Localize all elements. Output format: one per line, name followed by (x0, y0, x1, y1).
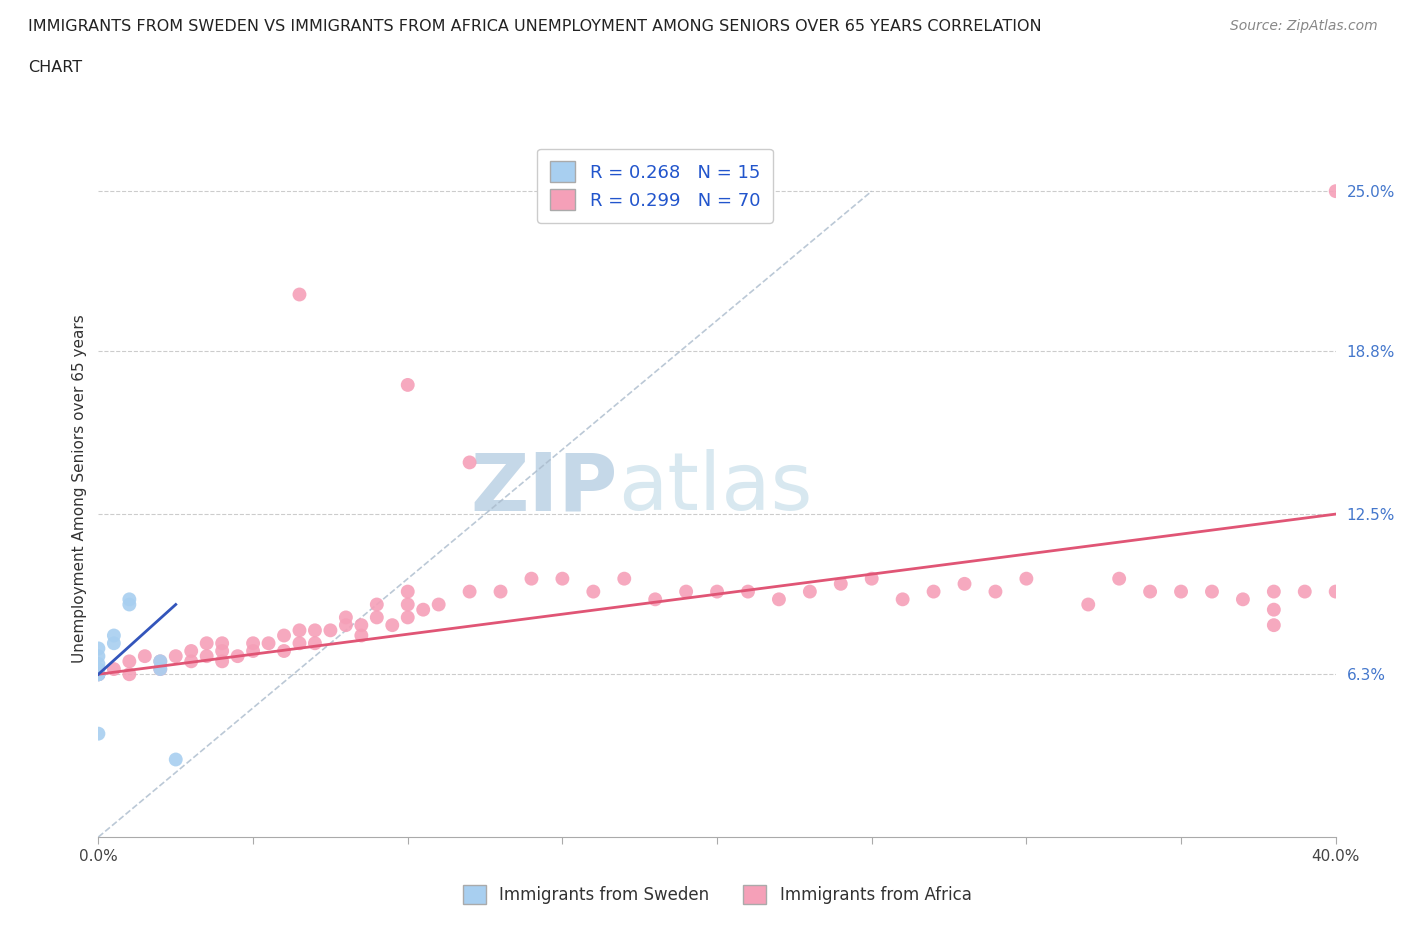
Point (149, 661, 172, 676)
Point (103, 661, 125, 676)
Point (1108, 571, 1130, 586)
Point (396, 584, 419, 599)
Point (87, 641, 110, 656)
Point (350, 618, 373, 632)
Point (381, 618, 404, 632)
Point (242, 636, 264, 651)
Point (953, 577, 976, 591)
Point (149, 654, 172, 669)
Point (118, 654, 141, 669)
Point (891, 591, 914, 606)
Point (165, 752, 187, 767)
Point (103, 628, 125, 643)
Point (134, 649, 156, 664)
Point (273, 628, 295, 643)
Point (1139, 584, 1161, 599)
Point (706, 584, 728, 599)
Point (366, 597, 388, 612)
Point (458, 455, 481, 470)
Point (396, 378, 419, 392)
Text: ZIP: ZIP (471, 449, 619, 527)
Point (319, 623, 342, 638)
Point (350, 628, 373, 643)
Point (489, 584, 512, 599)
Point (830, 577, 852, 591)
Point (582, 584, 605, 599)
Point (195, 636, 218, 651)
Point (922, 584, 945, 599)
Point (87, 657, 110, 671)
Point (118, 597, 141, 612)
Point (180, 644, 202, 658)
Point (87, 667, 110, 682)
Point (458, 584, 481, 599)
Point (118, 591, 141, 606)
Point (1201, 584, 1223, 599)
Text: CHART: CHART (28, 60, 82, 75)
Point (87, 667, 110, 682)
Point (211, 654, 233, 669)
Point (1170, 584, 1192, 599)
Point (195, 649, 218, 664)
Point (87, 667, 110, 682)
Point (118, 667, 141, 682)
Text: atlas: atlas (619, 449, 813, 527)
Point (1294, 584, 1316, 599)
Point (1324, 584, 1347, 599)
Point (1324, 184, 1347, 199)
Point (87, 667, 110, 682)
Point (860, 571, 883, 586)
Point (427, 597, 450, 612)
Point (984, 584, 1007, 599)
Legend: Immigrants from Sweden, Immigrants from Africa: Immigrants from Sweden, Immigrants from … (454, 876, 980, 912)
Point (149, 661, 172, 676)
Point (396, 610, 419, 625)
Point (1263, 618, 1285, 632)
Point (1015, 571, 1038, 586)
Point (257, 636, 280, 651)
Point (87, 726, 110, 741)
Point (211, 644, 233, 658)
Point (1232, 591, 1254, 606)
Text: IMMIGRANTS FROM SWEDEN VS IMMIGRANTS FROM AFRICA UNEMPLOYMENT AMONG SENIORS OVER: IMMIGRANTS FROM SWEDEN VS IMMIGRANTS FRO… (28, 19, 1042, 33)
Point (304, 623, 326, 638)
Point (149, 654, 172, 669)
Point (675, 584, 697, 599)
Point (288, 287, 311, 302)
Point (551, 571, 574, 586)
Point (366, 610, 388, 625)
Point (335, 618, 357, 632)
Point (613, 571, 636, 586)
Point (412, 603, 434, 618)
Point (226, 649, 249, 664)
Point (103, 636, 125, 651)
Point (87, 667, 110, 682)
Y-axis label: Unemployment Among Seniors over 65 years: Unemployment Among Seniors over 65 years (72, 314, 87, 662)
Point (1263, 584, 1285, 599)
Point (335, 610, 357, 625)
Point (211, 636, 233, 651)
Point (644, 591, 666, 606)
Point (737, 584, 759, 599)
Point (273, 644, 295, 658)
Point (242, 644, 264, 658)
Point (304, 636, 326, 651)
Text: Source: ZipAtlas.com: Source: ZipAtlas.com (1230, 19, 1378, 33)
Point (396, 597, 419, 612)
Point (520, 571, 543, 586)
Point (1077, 597, 1099, 612)
Point (288, 636, 311, 651)
Point (87, 649, 110, 664)
Point (165, 649, 187, 664)
Point (87, 661, 110, 676)
Point (799, 584, 821, 599)
Point (288, 623, 311, 638)
Point (1263, 603, 1285, 618)
Point (180, 654, 202, 669)
Point (768, 591, 790, 606)
